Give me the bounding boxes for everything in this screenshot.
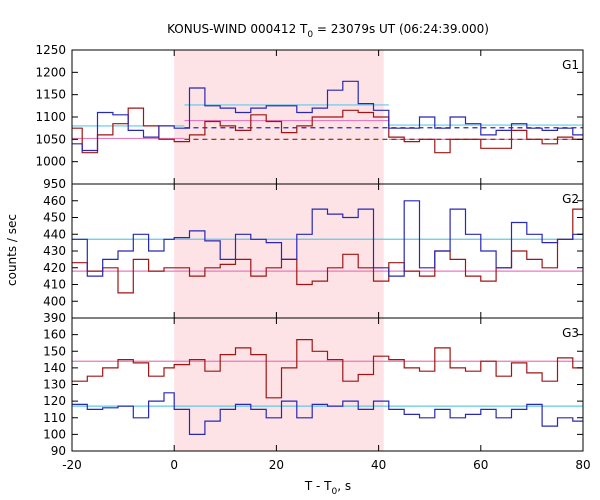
g1-ytick-label: 1150 — [35, 88, 66, 102]
panel-label-g1: G1 — [562, 58, 579, 72]
g2-ytick-label: 400 — [43, 294, 66, 308]
g3-ytick-label: 90 — [51, 444, 66, 458]
plot-layer: 950100010501100115012001250G139040041042… — [35, 43, 590, 472]
x-tick-label: -20 — [62, 458, 82, 472]
x-tick-label: 80 — [575, 458, 590, 472]
burst-interval-shade — [174, 50, 384, 451]
g1-ytick-label: 1050 — [35, 132, 66, 146]
g3-ytick-label: 110 — [43, 411, 66, 425]
g3-series-b — [72, 339, 583, 399]
g3-series-a — [72, 392, 583, 435]
g3-ytick-label: 140 — [43, 361, 66, 375]
g3-ytick-label: 100 — [43, 427, 66, 441]
chart-title: KONUS-WIND 000412 T0 = 23079s UT (06:24:… — [167, 22, 489, 40]
g1-ytick-label: 1000 — [35, 155, 66, 169]
g3-ytick-label: 130 — [43, 378, 66, 392]
y-axis-label: counts / sec — [5, 214, 19, 286]
g2-ytick-label: 390 — [43, 311, 66, 325]
x-tick-label: 40 — [371, 458, 386, 472]
g3-ytick-label: 150 — [43, 344, 66, 358]
g1-ytick-label: 1200 — [35, 65, 66, 79]
g1-series-a — [72, 80, 583, 152]
panel-label-g3: G3 — [562, 326, 579, 340]
g2-ytick-label: 410 — [43, 278, 66, 292]
g2-ytick-label: 450 — [43, 211, 66, 225]
g1-ytick-label: 1250 — [35, 43, 66, 57]
g2-ytick-label: 430 — [43, 244, 66, 258]
g2-ytick-label: 420 — [43, 261, 66, 275]
x-axis-label: T - T0, s — [304, 479, 351, 497]
g2-ytick-label: 460 — [43, 194, 66, 208]
g1-series-b — [72, 107, 583, 154]
g2-series-a — [72, 200, 583, 277]
x-tick-label: 20 — [269, 458, 284, 472]
g2-ytick-label: 440 — [43, 227, 66, 241]
x-tick-label: 60 — [473, 458, 488, 472]
g3-ytick-label: 160 — [43, 328, 66, 342]
g1-ytick-label: 950 — [43, 177, 66, 191]
x-tick-label: 0 — [170, 458, 178, 472]
g1-ytick-label: 1100 — [35, 110, 66, 124]
panel-label-g2: G2 — [562, 192, 579, 206]
g3-ytick-label: 120 — [43, 394, 66, 408]
